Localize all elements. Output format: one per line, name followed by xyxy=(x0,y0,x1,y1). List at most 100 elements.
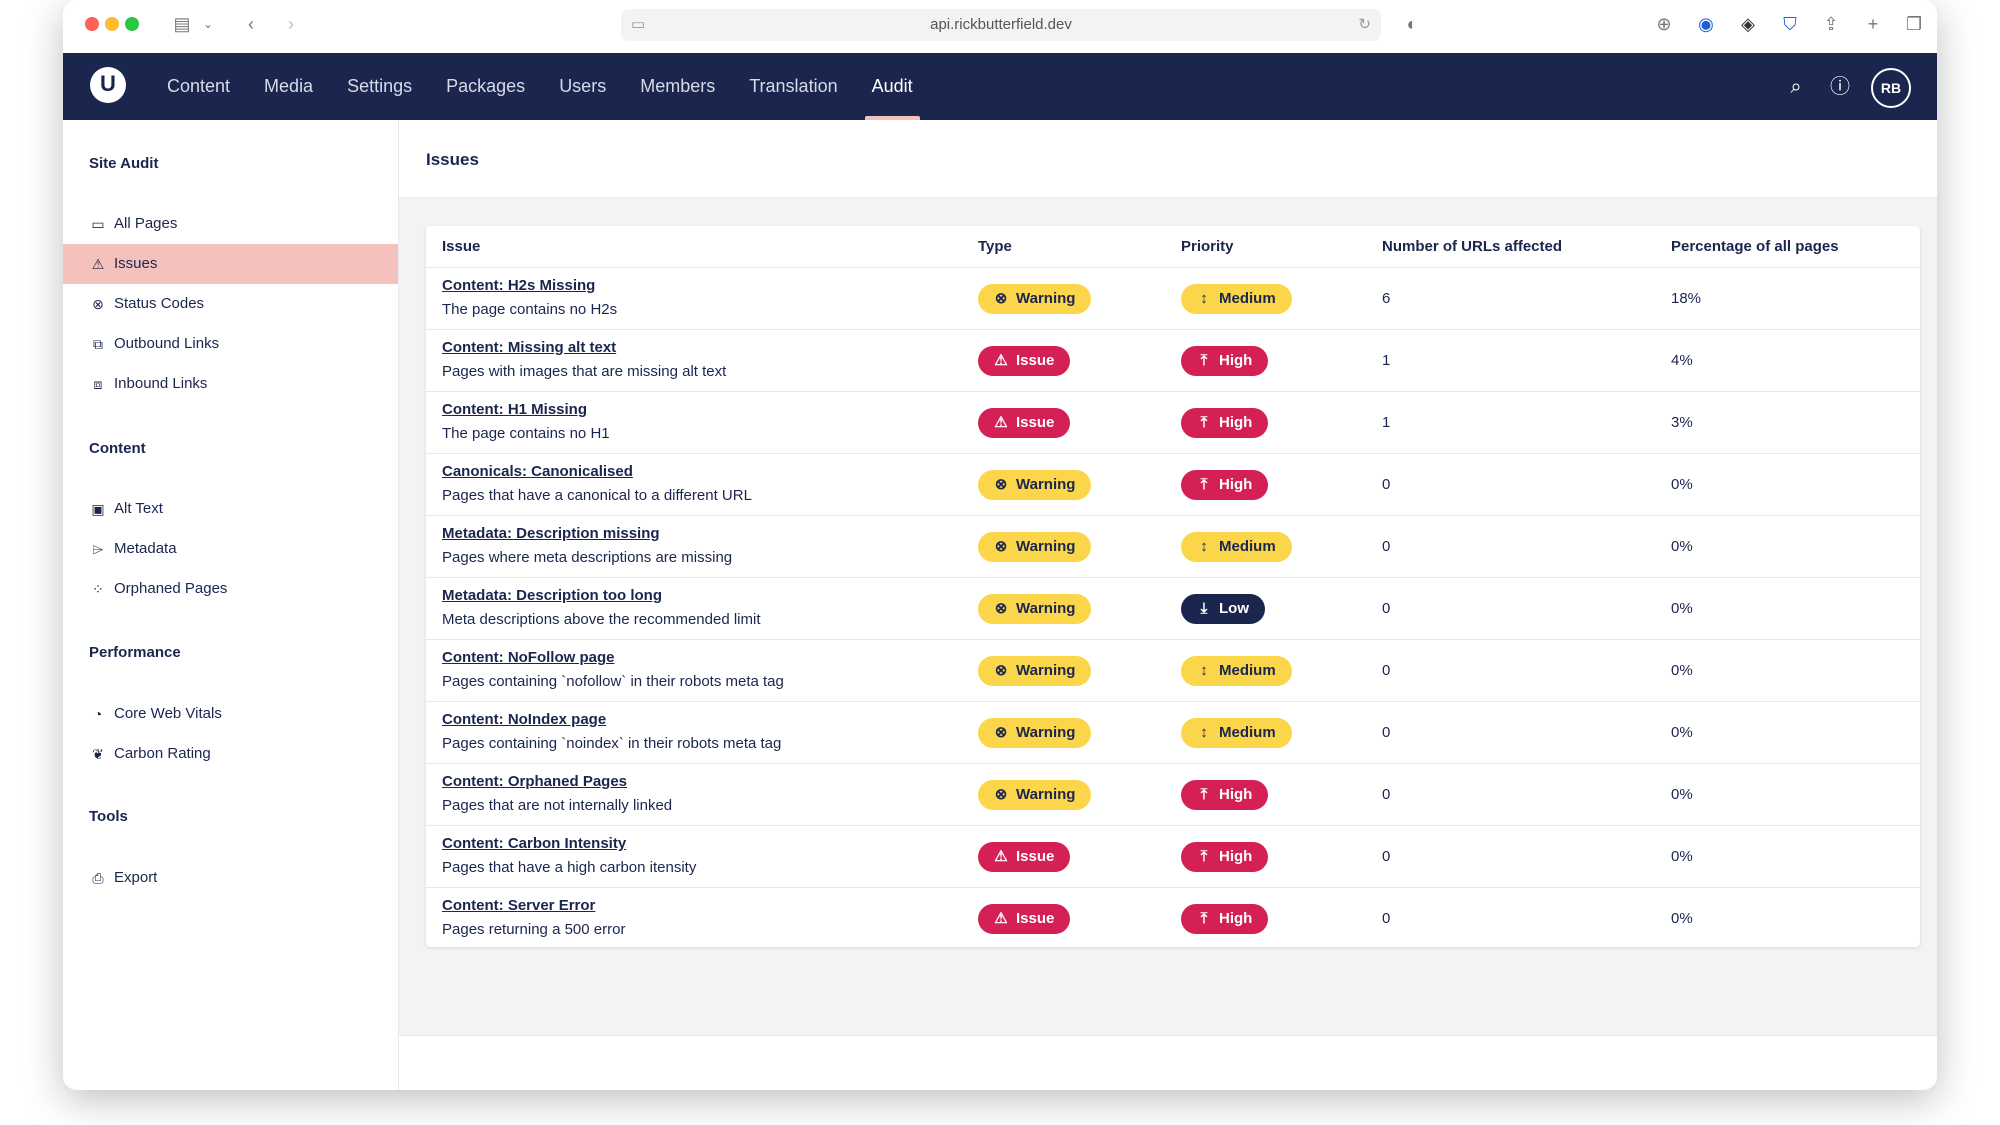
issue-link[interactable]: Content: H1 Missing xyxy=(442,401,587,418)
column-header-percentage[interactable]: Percentage of all pages xyxy=(1671,238,1839,255)
issue-link[interactable]: Content: Server Error xyxy=(442,897,596,914)
issue-link[interactable]: Content: H2s Missing xyxy=(442,277,596,294)
password-manager-icon[interactable]: ◉ xyxy=(1698,14,1714,34)
percentage-value: 3% xyxy=(1671,414,1693,431)
tabs-overview-icon[interactable]: ❐ xyxy=(1905,14,1923,34)
inbound-link-icon: ⧈ xyxy=(93,376,103,392)
issue-description: Pages that are not internally linked xyxy=(442,797,673,814)
sidebar-toggle-icon[interactable]: ▤ xyxy=(173,14,191,34)
download-icon[interactable]: ⊕ xyxy=(1656,14,1672,34)
minimize-window-button[interactable] xyxy=(105,17,119,31)
close-window-button[interactable] xyxy=(85,17,99,31)
back-icon[interactable]: ‹ xyxy=(248,14,254,34)
sidebar-heading-content: Content xyxy=(89,440,146,457)
nav-users[interactable]: Users xyxy=(559,76,607,96)
sidebar-item-alt-text[interactable]: ▣ Alt Text xyxy=(63,489,398,529)
issue-link[interactable]: Content: Orphaned Pages xyxy=(442,773,628,790)
zoom-window-button[interactable] xyxy=(125,17,139,31)
gauge-icon: ◔ xyxy=(93,706,103,722)
priority-badge-label: High xyxy=(1219,786,1253,803)
issue-link[interactable]: Content: NoFollow page xyxy=(442,649,615,666)
sidebar-item-export[interactable]: ⎙ Export xyxy=(63,858,398,898)
sidebar-item-core-web-vitals[interactable]: ◔ Core Web Vitals xyxy=(63,694,398,734)
reload-icon[interactable]: ↻ xyxy=(1358,16,1371,33)
issue-link[interactable]: Content: NoIndex page xyxy=(442,711,607,728)
issues-table: Issue Type Priority Number of URLs affec… xyxy=(426,226,1920,947)
sidebar-item-inbound-links[interactable]: ⧈ Inbound Links xyxy=(63,364,398,404)
urls-affected-value: 6 xyxy=(1382,290,1391,307)
sidebar-item-label: All Pages xyxy=(114,215,178,232)
type-badge-label: Warning xyxy=(1016,290,1076,307)
sidebar-item-label: Issues xyxy=(114,255,158,272)
urls-affected-value: 0 xyxy=(1382,724,1391,741)
urls-affected-value: 0 xyxy=(1382,848,1391,865)
help-icon[interactable]: ⓘ xyxy=(1830,76,1850,98)
sidebar-item-metadata[interactable]: ⌲ Metadata xyxy=(63,529,398,569)
type-badge-label: Warning xyxy=(1016,662,1076,679)
url-text: api.rickbutterfield.dev xyxy=(930,16,1072,33)
issue-description: Pages containing `nofollow` in their rob… xyxy=(442,673,784,690)
extension-icon[interactable]: ◈ xyxy=(1741,14,1755,34)
sidebar-item-all-pages[interactable]: ▭ All Pages xyxy=(63,204,398,244)
issue-link[interactable]: Content: Missing alt text xyxy=(442,339,617,356)
privacy-shield-icon[interactable]: ⛉ xyxy=(1783,14,1797,34)
nav-packages[interactable]: Packages xyxy=(446,76,526,96)
issue-link[interactable]: Canonicals: Canonicalised xyxy=(442,463,633,480)
search-icon[interactable]: ⌕ xyxy=(1790,76,1802,98)
nav-media[interactable]: Media xyxy=(264,76,314,96)
chevron-down-icon[interactable]: ⌄ xyxy=(202,17,214,31)
type-badge: ⊗ Warning xyxy=(978,470,1092,500)
issue-link[interactable]: Metadata: Description too long xyxy=(442,587,663,604)
sidebar-heading-performance: Performance xyxy=(89,644,181,661)
column-header-urls-affected[interactable]: Number of URLs affected xyxy=(1382,238,1563,255)
table-row: Content: Orphaned Pages Pages that are no… xyxy=(426,763,1920,826)
new-tab-icon[interactable]: + xyxy=(1867,14,1879,34)
arrows-up-down-icon: ↕ xyxy=(1200,538,1208,555)
issue-link[interactable]: Content: Carbon Intensity xyxy=(442,835,627,852)
column-header-issue[interactable]: Issue xyxy=(442,238,481,255)
nav-content[interactable]: Content xyxy=(167,76,231,96)
percentage-value: 18% xyxy=(1671,290,1702,307)
browser-toolbar: ▤ ⌄ ‹ › ▭ api.rickbutterfield.dev ↻ ◐ ⊕ … xyxy=(63,0,1937,54)
tag-icon: ⌲ xyxy=(92,541,104,557)
priority-badge-label: High xyxy=(1219,476,1253,493)
priority-badge-label: High xyxy=(1219,848,1253,865)
user-avatar[interactable]: RB xyxy=(1871,68,1911,108)
table-row: Content: H2s Missing The page contains no… xyxy=(426,267,1920,330)
type-badge: ⊗ Warning xyxy=(978,532,1092,562)
x-circle-icon: ⊗ xyxy=(994,476,1008,493)
priority-badge: ↕ Medium xyxy=(1181,532,1292,562)
umbraco-logo[interactable]: U xyxy=(90,67,126,103)
address-bar[interactable]: ▭ api.rickbutterfield.dev ↻ xyxy=(621,9,1381,41)
site-settings-icon[interactable]: ▭ xyxy=(631,16,646,33)
arrow-down-to-line-icon: ⤓ xyxy=(1200,600,1208,617)
column-header-priority[interactable]: Priority xyxy=(1181,238,1234,255)
table-row: Canonicals: Canonicalised Pages that have… xyxy=(426,453,1920,516)
sidebar-item-orphaned-pages[interactable]: ⁘ Orphaned Pages xyxy=(63,569,398,609)
share-icon[interactable]: ⇪ xyxy=(1823,14,1839,34)
column-header-type[interactable]: Type xyxy=(978,238,1012,255)
type-badge-label: Issue xyxy=(1016,848,1055,865)
sidebar-item-outbound-links[interactable]: ⧉ Outbound Links xyxy=(63,324,398,364)
nav-members[interactable]: Members xyxy=(640,76,716,96)
sidebar-item-label: Orphaned Pages xyxy=(114,580,228,597)
table-row: Metadata: Description too long Meta descr… xyxy=(426,577,1920,640)
sidebar-item-label: Carbon Rating xyxy=(114,745,211,762)
priority-badge: ⤒ High xyxy=(1181,780,1269,810)
nav-settings[interactable]: Settings xyxy=(347,76,413,96)
sidebar-item-status-codes[interactable]: ⊗ Status Codes xyxy=(63,284,398,324)
priority-badge-label: High xyxy=(1219,352,1253,369)
percentage-value: 0% xyxy=(1671,662,1693,679)
arrow-up-to-line-icon: ⤒ xyxy=(1200,476,1208,493)
priority-badge-label: Medium xyxy=(1219,538,1276,555)
forward-icon[interactable]: › xyxy=(288,14,294,34)
nav-translation[interactable]: Translation xyxy=(749,76,838,96)
warning-icon: ⚠ xyxy=(994,414,1008,431)
sidebar-item-carbon-rating[interactable]: ❦ Carbon Rating xyxy=(63,734,398,774)
priority-badge-label: Medium xyxy=(1219,290,1276,307)
type-badge: ⊗ Warning xyxy=(978,594,1092,624)
shield-icon[interactable]: ◐ xyxy=(1406,14,1418,34)
issue-link[interactable]: Metadata: Description missing xyxy=(442,525,660,542)
nav-audit[interactable]: Audit xyxy=(855,53,930,120)
sidebar-item-issues[interactable]: ⚠ Issues xyxy=(63,244,398,284)
